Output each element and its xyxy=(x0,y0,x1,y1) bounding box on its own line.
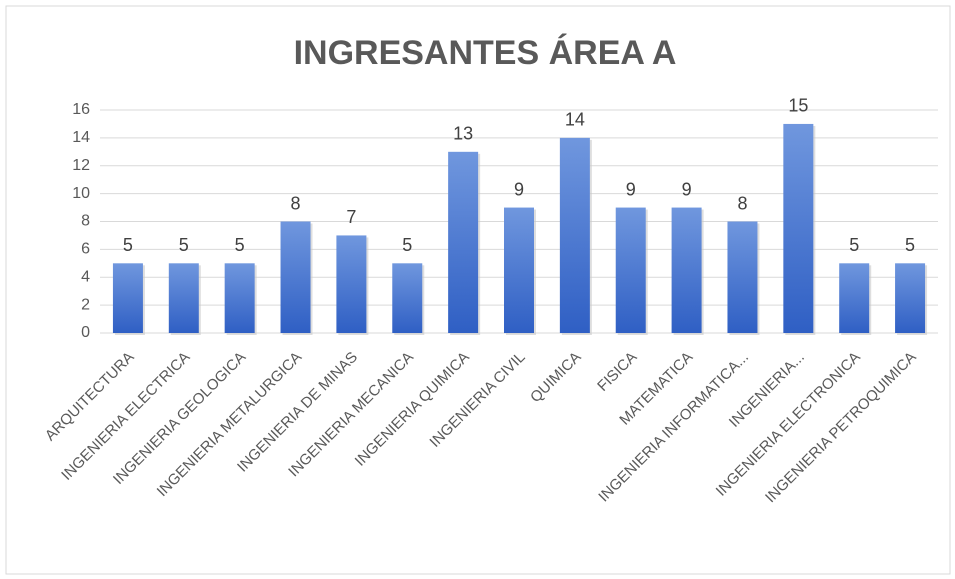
y-tick-label: 4 xyxy=(81,268,90,285)
bar xyxy=(280,221,311,333)
bar xyxy=(615,207,646,333)
data-label: 9 xyxy=(514,179,524,199)
bar xyxy=(112,263,143,333)
bar xyxy=(504,207,534,333)
data-label: 7 xyxy=(346,207,356,227)
bar xyxy=(895,263,926,333)
y-tick-label: 0 xyxy=(81,324,90,341)
y-tick-label: 2 xyxy=(81,296,90,313)
bar xyxy=(559,137,590,333)
data-label: 5 xyxy=(123,235,133,255)
data-label: 5 xyxy=(905,235,915,255)
data-label: 9 xyxy=(626,179,636,199)
data-label: 5 xyxy=(402,235,412,255)
data-label: 14 xyxy=(565,110,585,130)
data-label: 8 xyxy=(737,193,747,213)
bar xyxy=(783,123,814,333)
data-label: 13 xyxy=(453,124,473,144)
bar xyxy=(671,207,702,333)
data-label: 8 xyxy=(291,193,301,213)
y-tick-label: 16 xyxy=(72,101,90,118)
bar xyxy=(336,235,367,333)
bar xyxy=(448,151,479,333)
bar xyxy=(224,263,255,333)
y-tick-label: 12 xyxy=(72,157,90,174)
data-label: 5 xyxy=(179,235,189,255)
y-tick-label: 8 xyxy=(81,213,90,230)
data-label: 9 xyxy=(682,179,692,199)
data-label: 5 xyxy=(235,235,245,255)
bar xyxy=(168,263,199,333)
chart-title: INGRESANTES ÁREA A xyxy=(294,34,677,72)
y-tick-label: 6 xyxy=(81,241,90,258)
data-label: 15 xyxy=(788,96,808,116)
y-tick-label: 14 xyxy=(72,129,90,146)
bar xyxy=(392,263,423,333)
y-tick-label: 10 xyxy=(72,185,90,202)
bar xyxy=(839,263,870,333)
data-label: 5 xyxy=(849,235,859,255)
bar xyxy=(727,221,758,333)
